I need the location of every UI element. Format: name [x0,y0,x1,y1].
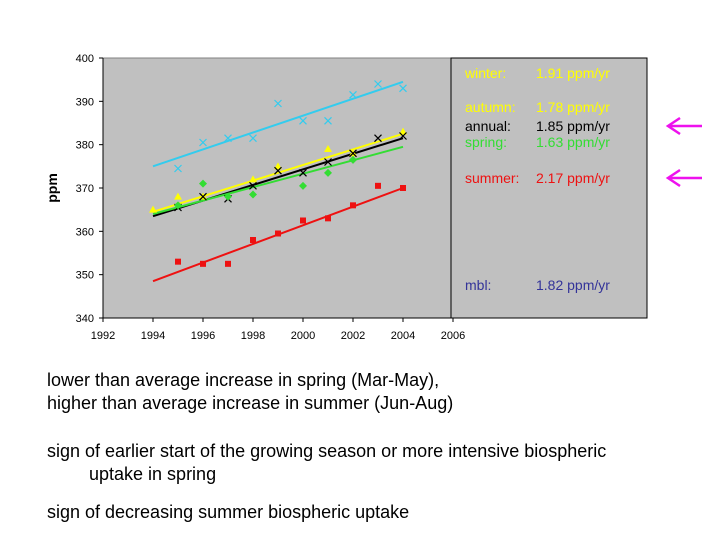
spring-point [199,179,207,188]
x-tick-label: 2000 [291,330,315,340]
caption-block-3: sign of decreasing summer biospheric upt… [47,501,409,524]
spring-point [224,192,232,201]
legend-rate: 1.91 ppm/yr [536,65,610,81]
x-tick-label: 2004 [391,330,415,340]
winter-point [224,134,232,143]
caption-block-1: lower than average increase in spring (M… [47,369,453,415]
summer-point [225,260,231,267]
annual-point [374,134,382,143]
axes: 340 350 360 370 380 390 400 1992 1994 1996 1998 200… [76,53,466,340]
legend-label: summer: [465,170,519,186]
legend-label: annual: [465,118,511,134]
caption-block-2: sign of earlier start of the growing sea… [47,440,606,486]
legend-panel [450,57,648,319]
winter-point [199,138,207,147]
y-tick-label: 390 [76,96,94,108]
legend-entry: spring: 1.63 ppm/yr [465,134,610,150]
annual-point [349,149,357,158]
caption-line-3: sign of earlier start of the growing sea… [47,441,607,461]
annual-point [249,181,257,190]
caption-line-2: higher than average increase in summer (… [47,393,454,413]
winter-point [174,164,182,173]
legend-label: mbl: [465,277,491,293]
summer-point [250,237,256,243]
y-tick-label: 360 [76,226,94,238]
winter-point [299,116,307,125]
x-tick-label: 1996 [191,330,215,340]
spring-trend-line [152,145,404,215]
legend-label: winter: [464,65,506,81]
caption-line-1: lower than average increase in spring (M… [47,370,440,390]
spring-point [299,181,307,190]
y-tick-label: 340 [76,313,94,325]
spring-point [174,201,182,210]
legend-entry: mbl: 1.82 ppm/yr [465,277,610,293]
winter-point [274,99,282,108]
spring-point [349,155,357,164]
annual-point [199,192,207,201]
legend-rate: 1.82 ppm/yr [536,277,610,293]
autumn-point [399,127,407,135]
x-tick-label: 2002 [341,330,365,340]
winter-trend-line [152,80,404,168]
annual-point [299,168,307,177]
winter-point [374,80,382,88]
annual-point [399,132,407,140]
legend-rate: 2.17 ppm/yr [536,170,610,186]
caption-line-5: sign of decreasing summer biospheric upt… [47,502,410,522]
winter-point [399,84,407,93]
autumn-point [274,162,282,170]
summer-point [350,202,356,209]
summer-point [275,230,281,237]
y-tick-label: 370 [76,183,94,195]
legend-label: spring: [465,134,507,150]
autumn-point [149,205,157,213]
winter-point [349,90,357,99]
plot-area [102,57,454,319]
winter-point [324,116,332,125]
summer-point [175,258,181,265]
x-tick-label: 1992 [91,330,115,340]
legend-rate: 1.78 ppm/yr [536,99,610,115]
legend-entry: winter: 1.91 ppm/yr [464,65,610,81]
legend-entry: autumn: 1.78 ppm/yr [465,99,610,115]
autumn-point [174,192,182,200]
spring-point [324,168,332,177]
summer-point [375,182,381,189]
x-tick-label: 1994 [141,330,165,340]
legend-rate: 1.63 ppm/yr [536,134,610,150]
x-tick-label: 1998 [241,330,265,340]
annual-point [324,158,332,166]
x-tick-label: 2006 [441,330,465,340]
arrow-icon [665,116,702,136]
chart: 340 350 360 370 380 390 400 1992 1994 1996 1998 200… [44,53,702,340]
legend-entry: summer: 2.17 ppm/yr [465,170,610,186]
winter-point [249,134,257,143]
y-tick-label: 350 [76,270,94,282]
arrow-icon [665,168,702,188]
summer-point [325,215,331,222]
summer-point [200,260,206,267]
legend-label: autumn: [465,99,516,115]
annual-point [274,166,282,175]
y-tick-label: 400 [76,53,94,65]
data-points [149,80,407,267]
autumn-point [324,145,332,152]
caption-line-4: uptake in spring [89,464,217,484]
legend: winter: 1.91 ppm/yr autumn: 1.78 ppm/yr annu… [464,65,702,293]
y-axis-label: ppm [44,173,60,203]
spring-point [249,190,257,199]
summer-point [400,185,406,191]
legend-rate: 1.85 ppm/yr [536,118,610,134]
legend-entry: annual: 1.85 ppm/yr [465,118,610,134]
autumn-trend-line [152,132,404,213]
autumn-point [249,175,257,183]
summer-point [300,217,306,224]
y-tick-label: 380 [76,140,94,152]
